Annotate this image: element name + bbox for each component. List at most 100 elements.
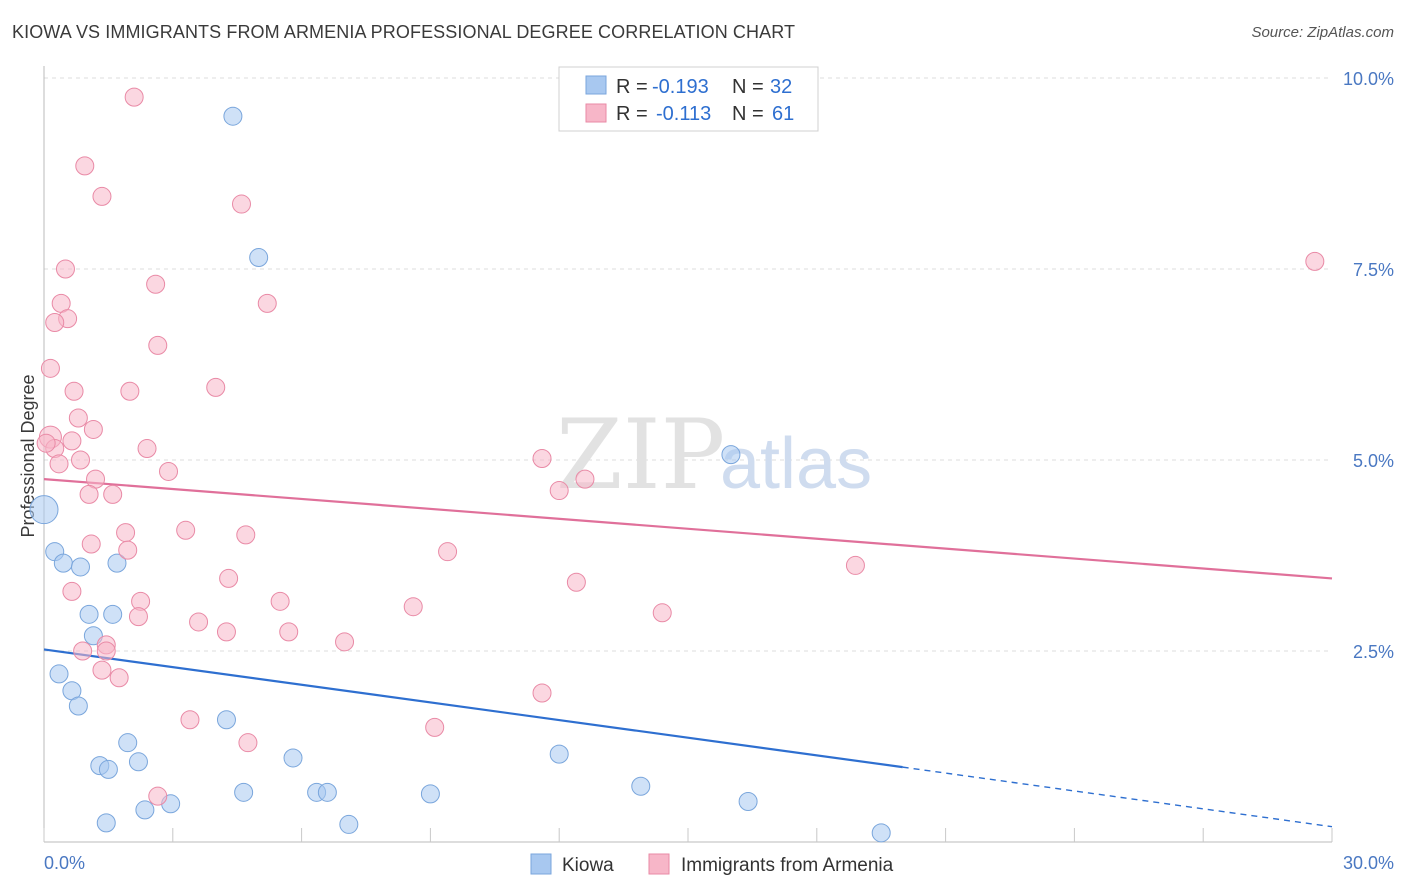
point-kiowa: [128, 752, 148, 772]
point-armenia: [438, 542, 458, 562]
point-armenia: [236, 525, 256, 545]
point-armenia: [403, 597, 423, 617]
point-armenia: [206, 377, 226, 397]
point-armenia: [79, 484, 99, 504]
point-armenia: [92, 660, 112, 680]
legend-swatch-armenia: [585, 103, 607, 123]
point-armenia: [270, 591, 290, 611]
legend-n-value-armenia: 61: [772, 103, 794, 125]
trend-line-armenia: [43, 478, 1333, 580]
legend-n-value-kiowa: 32: [770, 76, 792, 98]
point-armenia: [176, 520, 196, 540]
point-kiowa: [223, 106, 243, 126]
point-armenia: [549, 481, 569, 501]
point-kiowa: [53, 553, 73, 573]
source-label: Source: ZipAtlas.com: [1251, 24, 1394, 41]
point-kiowa: [79, 604, 99, 624]
point-kiowa: [68, 696, 88, 716]
y-axis-label: Professional Degree: [18, 374, 38, 537]
point-kiowa: [216, 710, 236, 730]
y-tick-label: 5.0%: [1353, 451, 1394, 471]
point-armenia: [425, 717, 445, 737]
point-armenia: [109, 668, 129, 688]
point-armenia: [64, 381, 84, 401]
x-tick-min: 0.0%: [44, 853, 85, 873]
point-armenia: [532, 683, 552, 703]
point-armenia: [189, 612, 209, 632]
grid: [44, 77, 1332, 652]
point-kiowa: [118, 733, 138, 753]
point-armenia: [96, 641, 116, 661]
chart-title: KIOWA VS IMMIGRANTS FROM ARMENIA PROFESS…: [12, 22, 796, 42]
point-armenia: [92, 186, 112, 206]
x-tick-max: 30.0%: [1343, 853, 1394, 873]
trend-line-kiowa: [43, 648, 903, 769]
point-kiowa: [249, 248, 269, 268]
bottom-legend: Kiowa Immigrants from Armenia: [530, 853, 894, 876]
legend-swatch-kiowa: [585, 75, 607, 95]
point-armenia: [257, 293, 277, 313]
bottom-legend-label-armenia: Immigrants from Armenia: [681, 855, 894, 876]
point-kiowa: [549, 744, 569, 764]
point-armenia: [55, 259, 75, 279]
point-kiowa: [83, 626, 103, 646]
point-armenia: [1305, 251, 1325, 271]
y-tick-label: 7.5%: [1353, 260, 1394, 280]
point-armenia: [118, 540, 138, 560]
point-armenia: [116, 523, 136, 543]
legend-r-label-kiowa: R =: [616, 76, 648, 98]
trend-line-kiowa-extension: [902, 766, 1333, 828]
point-kiowa: [631, 776, 651, 796]
point-armenia: [231, 194, 251, 214]
point-armenia: [159, 461, 179, 481]
point-armenia: [128, 607, 148, 627]
point-armenia: [219, 568, 239, 588]
point-armenia: [279, 622, 299, 642]
point-armenia: [83, 419, 103, 439]
axes: [43, 66, 1333, 843]
legend-n-label-armenia: N =: [732, 103, 764, 125]
bottom-legend-label-kiowa: Kiowa: [562, 855, 614, 876]
point-armenia: [238, 733, 258, 753]
point-kiowa: [721, 445, 741, 465]
point-kiowa: [98, 759, 118, 779]
point-armenia: [68, 408, 88, 428]
point-armenia: [532, 448, 552, 468]
point-kiowa: [96, 813, 116, 833]
point-armenia: [36, 433, 56, 453]
point-armenia: [216, 622, 236, 642]
point-armenia: [148, 335, 168, 355]
y-tick-labels: 2.5% 5.0% 7.5% 10.0%: [1343, 69, 1394, 662]
legend-r-value-kiowa: -0.193: [652, 76, 709, 98]
point-armenia: [575, 469, 595, 489]
point-armenia: [49, 454, 69, 474]
watermark: ZIP atlas: [556, 399, 872, 511]
point-kiowa: [871, 823, 891, 843]
legend-r-value-armenia: -0.113: [656, 103, 711, 125]
point-armenia: [73, 641, 93, 661]
point-kiowa: [283, 748, 303, 768]
legend: R = -0.193 N = 32 R = -0.113 N = 61: [558, 66, 819, 132]
point-kiowa: [738, 792, 758, 812]
point-kiowa: [49, 664, 69, 684]
point-kiowa: [29, 495, 59, 525]
point-kiowa: [234, 782, 254, 802]
y-tick-label: 2.5%: [1353, 642, 1394, 662]
point-armenia: [62, 431, 82, 451]
point-armenia: [124, 87, 144, 107]
watermark-zip: ZIP: [556, 399, 725, 511]
trend-lines: [43, 478, 1333, 828]
point-armenia: [137, 439, 157, 459]
point-armenia: [566, 572, 586, 592]
legend-n-label-kiowa: N =: [732, 76, 764, 98]
point-kiowa: [339, 814, 359, 834]
point-armenia: [652, 603, 672, 623]
point-kiowa: [317, 782, 337, 802]
point-armenia: [81, 534, 101, 554]
point-armenia: [62, 581, 82, 601]
y-tick-label: 10.0%: [1343, 69, 1394, 89]
point-armenia: [75, 156, 95, 176]
bottom-legend-swatch-armenia: [648, 853, 670, 875]
point-armenia: [180, 710, 200, 730]
